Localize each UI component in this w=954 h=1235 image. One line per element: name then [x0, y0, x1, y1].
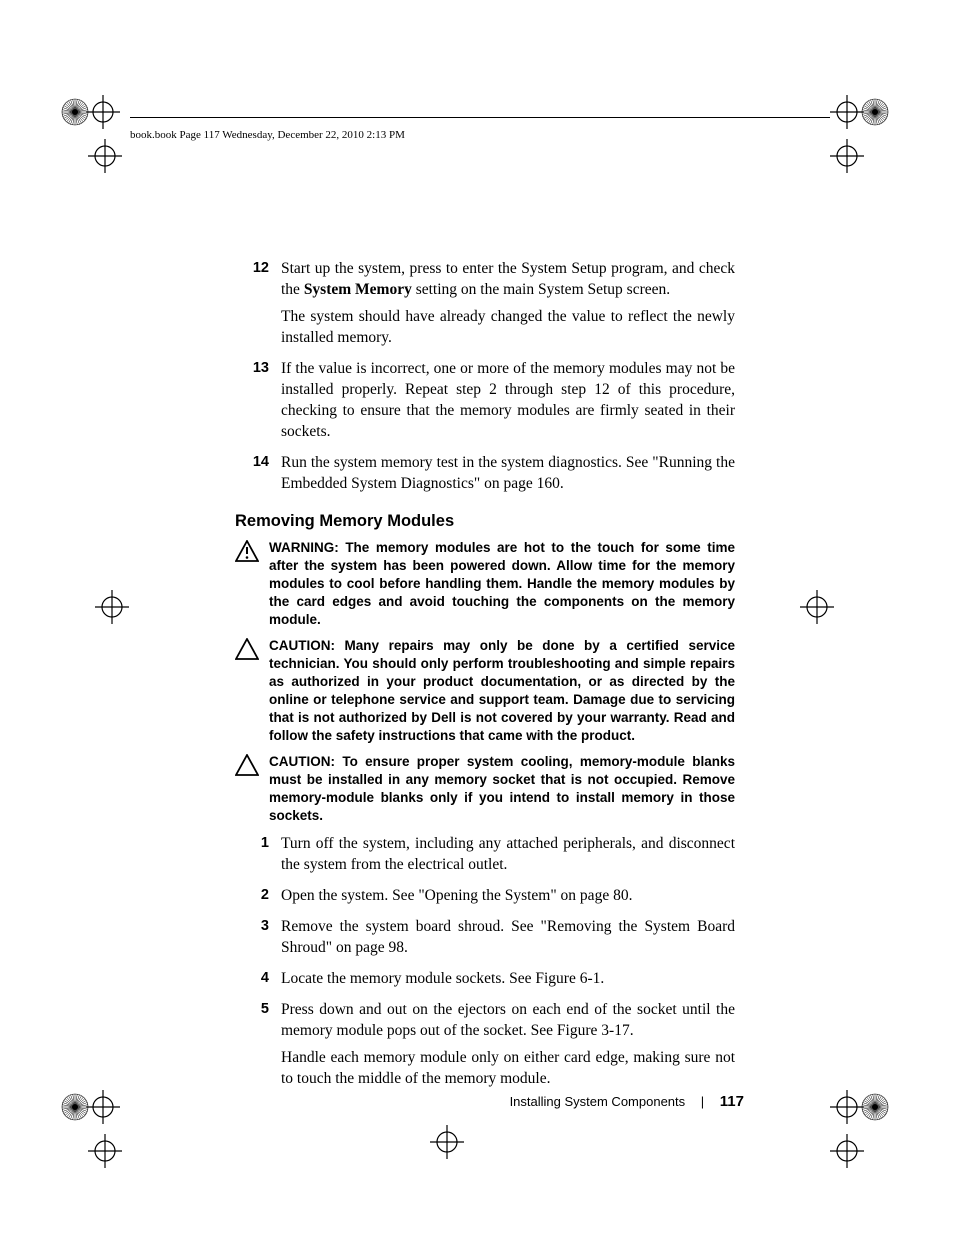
header-text: book.book Page 117 Wednesday, December 2…: [130, 129, 405, 141]
notice-text: CAUTION: Many repairs may only be done b…: [269, 637, 735, 745]
step-number: 5: [235, 999, 281, 1089]
step-number: 14: [235, 452, 281, 494]
step-body: Remove the system board shroud. See "Rem…: [281, 916, 735, 958]
step-number: 4: [235, 968, 281, 989]
steps-list-b: 1Turn off the system, including any atta…: [235, 833, 735, 1089]
footer-separator: |: [701, 1094, 704, 1109]
caution-notice: CAUTION: Many repairs may only be done b…: [235, 637, 735, 745]
caution-notice: CAUTION: To ensure proper system cooling…: [235, 753, 735, 825]
list-item: 5Press down and out on the ejectors on e…: [235, 999, 735, 1089]
caution-icon: [235, 637, 269, 745]
step-body: Locate the memory module sockets. See Fi…: [281, 968, 604, 989]
list-item: 2Open the system. See "Opening the Syste…: [235, 885, 735, 906]
registration-mark: [430, 1125, 464, 1159]
registration-mark: [95, 590, 129, 624]
footer-page-number: 117: [720, 1093, 744, 1110]
notice-text: CAUTION: To ensure proper system cooling…: [269, 753, 735, 825]
footer-section: Installing System Components: [510, 1094, 686, 1109]
warning-icon: [235, 539, 269, 629]
step-body: Run the system memory test in the system…: [281, 452, 735, 494]
step-number: 3: [235, 916, 281, 958]
list-item: 1Turn off the system, including any atta…: [235, 833, 735, 875]
step-number: 2: [235, 885, 281, 906]
list-item: 4Locate the memory module sockets. See F…: [235, 968, 735, 989]
warning-notice: WARNING: The memory modules are hot to t…: [235, 539, 735, 629]
page-footer: Installing System Components | 117: [510, 1093, 744, 1110]
list-item: 13If the value is incorrect, one or more…: [235, 358, 735, 442]
registration-mark: [60, 95, 122, 173]
step-body: Open the system. See "Opening the System…: [281, 885, 632, 906]
notice-text: WARNING: The memory modules are hot to t…: [269, 539, 735, 629]
step-number: 12: [235, 258, 281, 348]
registration-mark: [800, 590, 834, 624]
step-body: If the value is incorrect, one or more o…: [281, 358, 735, 442]
registration-mark: [60, 1090, 122, 1168]
step-body: Press down and out on the ejectors on ea…: [281, 999, 735, 1089]
list-item: 14Run the system memory test in the syst…: [235, 452, 735, 494]
step-body: Turn off the system, including any attac…: [281, 833, 735, 875]
content-area: 12Start up the system, press to enter th…: [235, 258, 735, 1099]
section-heading: Removing Memory Modules: [235, 512, 735, 531]
step-number: 13: [235, 358, 281, 442]
steps-list-a: 12Start up the system, press to enter th…: [235, 258, 735, 494]
caution-icon: [235, 753, 269, 825]
header-rule: [130, 117, 830, 118]
notices-block: WARNING: The memory modules are hot to t…: [235, 539, 735, 825]
registration-mark: [830, 95, 890, 173]
list-item: 3Remove the system board shroud. See "Re…: [235, 916, 735, 958]
step-body: Start up the system, press to enter the …: [281, 258, 735, 348]
list-item: 12Start up the system, press to enter th…: [235, 258, 735, 348]
registration-mark: [830, 1090, 890, 1168]
page-root: book.book Page 117 Wednesday, December 2…: [0, 0, 954, 1235]
step-number: 1: [235, 833, 281, 875]
